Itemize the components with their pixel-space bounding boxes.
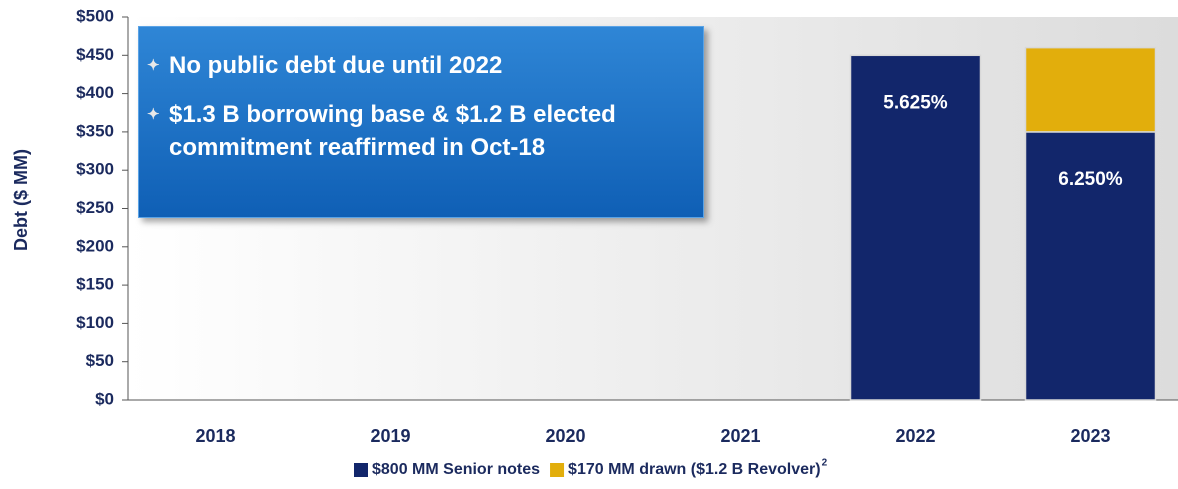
y-tick-label: $500 (76, 6, 114, 25)
bar-segment (1024, 46, 1157, 133)
data-annotation: 6.250% (1058, 169, 1123, 190)
callout-point: $1.3 B borrowing base & $1.2 B elected c… (147, 98, 689, 164)
y-tick-label: $50 (86, 351, 114, 370)
y-tick-label: $350 (76, 121, 114, 140)
y-tick-label: $200 (76, 236, 114, 255)
data-annotation: 5.625% (883, 92, 948, 113)
legend-footnote: 2 (822, 458, 828, 469)
legend-swatch (550, 463, 565, 477)
y-tick-label: $150 (76, 275, 114, 294)
bar-segment (849, 54, 982, 401)
bar-segment (1024, 131, 1157, 401)
y-tick-label: $100 (76, 313, 114, 332)
y-axis-label: Debt ($ MM) (11, 149, 31, 251)
callout-box: No public debt due until 2022 $1.3 B bor… (138, 26, 704, 218)
y-tick-label: $300 (76, 160, 114, 179)
callout-point: No public debt due until 2022 (147, 49, 689, 82)
y-tick-label: $450 (76, 45, 114, 64)
y-tick-label: $250 (76, 198, 114, 217)
x-tick-label: 2022 (895, 426, 935, 446)
x-tick-label: 2020 (545, 426, 585, 446)
y-tick-label: $400 (76, 83, 114, 102)
legend-swatch (354, 463, 368, 477)
y-tick-label: $0 (95, 389, 114, 408)
x-tick-label: 2019 (370, 426, 410, 446)
legend-label: $800 MM Senior notes (372, 461, 540, 478)
x-tick-label: 2021 (720, 426, 760, 446)
legend-label: $170 MM drawn ($1.2 B Revolver) (568, 461, 821, 478)
x-tick-label: 2018 (195, 426, 235, 446)
x-tick-label: 2023 (1070, 426, 1110, 446)
